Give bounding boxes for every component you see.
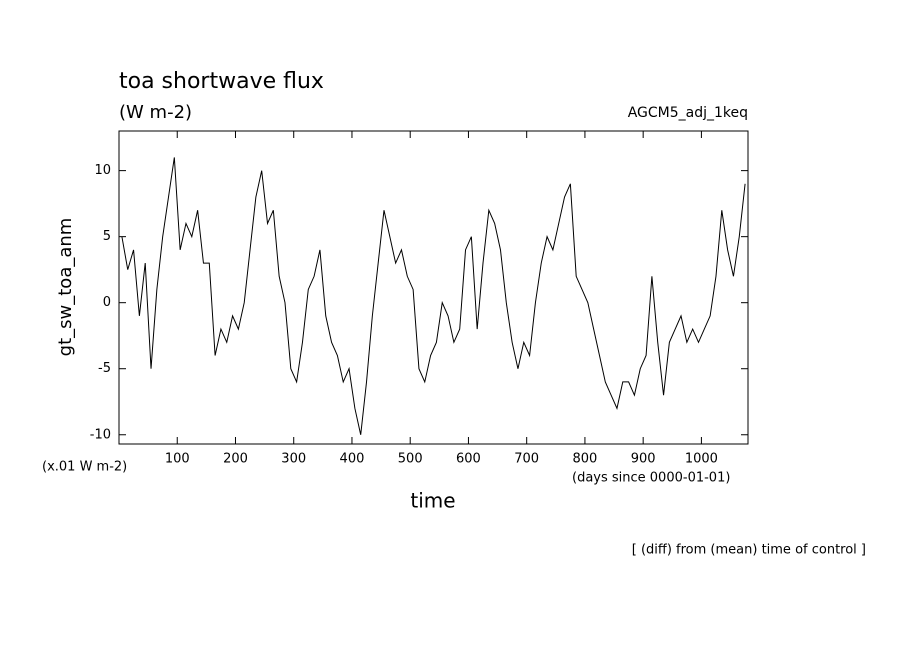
x-tick-label: 900 — [631, 452, 656, 467]
experiment-label: AGCM5_adj_1keq — [628, 105, 748, 121]
y-tick-label: 0 — [103, 295, 111, 310]
chart-subtitle: (W m-2) — [119, 102, 192, 123]
x-unit: (days since 0000-01-01) — [572, 471, 730, 486]
chart-title: toa shortwave flux — [119, 69, 324, 94]
x-tick-label: 200 — [223, 452, 248, 467]
series-line — [121, 157, 746, 435]
x-tick-label: 400 — [340, 452, 365, 467]
note: [ (diff) from (mean) time of control ] — [632, 543, 866, 558]
x-tick-label: 600 — [456, 452, 481, 467]
plot-frame — [118, 130, 749, 445]
x-tick-label: 800 — [573, 452, 598, 467]
x-tick-label: 700 — [514, 452, 539, 467]
x-tick-label: 100 — [165, 452, 190, 467]
y-tick-label: 5 — [103, 229, 111, 244]
y-unit: (x.01 W m-2) — [42, 460, 127, 475]
y-tick-label: -10 — [90, 427, 111, 442]
y-tick-label: 10 — [94, 163, 111, 178]
x-tick-label: 300 — [281, 452, 306, 467]
x-tick-label: 1000 — [685, 452, 718, 467]
y-axis-title: gt_sw_toa_anm — [55, 218, 76, 357]
x-axis-title: time — [410, 489, 455, 513]
x-tick-label: 500 — [398, 452, 423, 467]
y-tick-label: -5 — [98, 361, 111, 376]
